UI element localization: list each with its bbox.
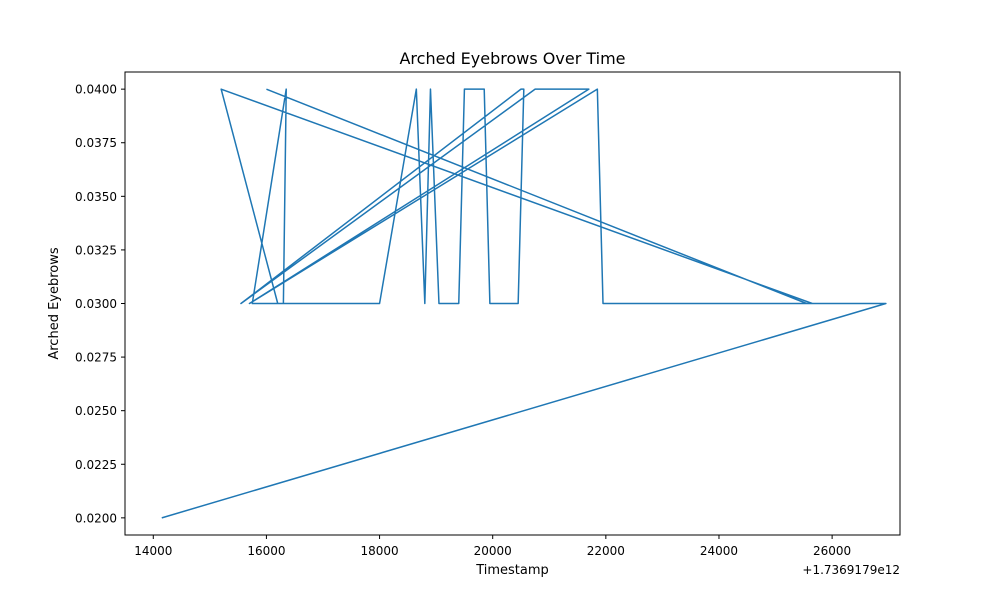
y-tick-label: 0.0325 xyxy=(75,243,117,257)
y-tick-label: 0.0200 xyxy=(75,511,117,525)
x-axis-ticks: 14000 16000 18000 20000 22000 24000 26000 xyxy=(134,535,851,558)
x-tick-label: 16000 xyxy=(247,544,285,558)
y-tick-label: 0.0275 xyxy=(75,351,117,365)
x-tick-label: 20000 xyxy=(474,544,512,558)
x-tick-label: 14000 xyxy=(134,544,172,558)
x-tick-label: 24000 xyxy=(700,544,738,558)
y-tick-label: 0.0375 xyxy=(75,136,117,150)
y-tick-label: 0.0350 xyxy=(75,190,117,204)
x-tick-label: 26000 xyxy=(813,544,851,558)
y-axis-label: Arched Eyebrows xyxy=(47,247,62,360)
x-tick-label: 18000 xyxy=(360,544,398,558)
y-tick-label: 0.0225 xyxy=(75,458,117,472)
y-tick-label: 0.0300 xyxy=(75,297,117,311)
plot-frame xyxy=(124,71,901,536)
x-axis-label: Timestamp xyxy=(475,563,549,578)
y-tick-label: 0.0400 xyxy=(75,83,117,97)
series-line-0 xyxy=(161,88,887,519)
x-tick-label: 22000 xyxy=(587,544,625,558)
x-axis-offset-text: +1.7369179e12 xyxy=(802,563,900,577)
y-tick-label: 0.0250 xyxy=(75,404,117,418)
chart-title: Arched Eyebrows Over Time xyxy=(399,49,625,68)
y-axis-ticks: 0.0200 0.0225 0.0250 0.0275 0.0300 0.0325 0.03… xyxy=(75,83,125,525)
plot-area xyxy=(161,88,887,519)
